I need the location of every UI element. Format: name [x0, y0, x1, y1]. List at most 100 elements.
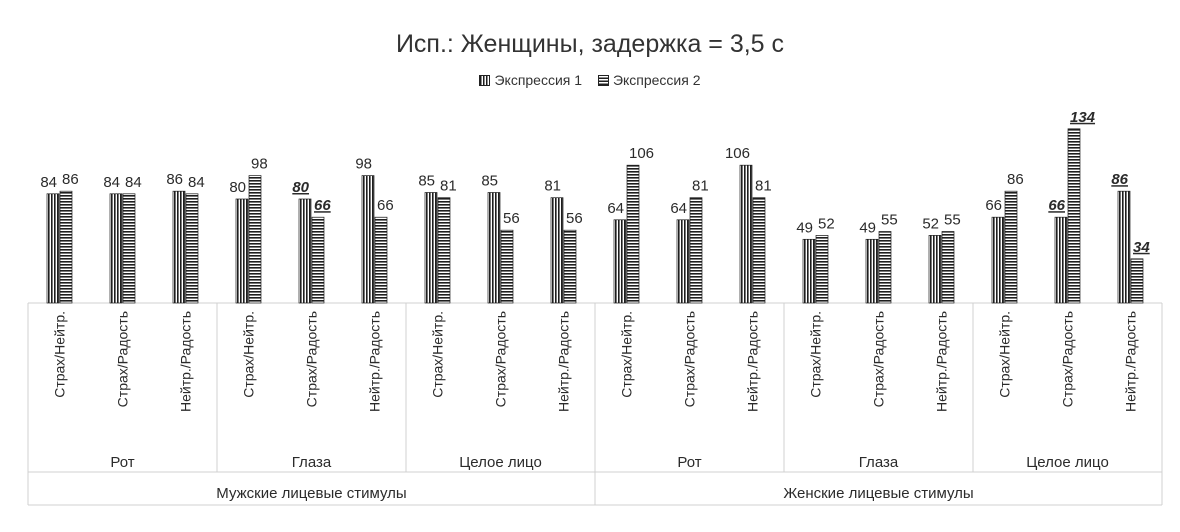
data-label: 81	[692, 178, 709, 195]
chart-title: Исп.: Женщины, задержка = 3,5 с	[395, 30, 785, 58]
data-label: 80	[229, 179, 246, 196]
bar-series-2	[752, 197, 766, 304]
bar-series-1	[613, 219, 627, 304]
bar-series-1	[865, 238, 879, 304]
category-label: Страх/Радость	[304, 311, 320, 407]
bar-series-1	[298, 198, 312, 304]
bar-series-1	[361, 175, 375, 304]
bar-series-2	[941, 231, 955, 304]
bar-series-2	[59, 190, 73, 304]
data-label: 85	[481, 173, 498, 190]
group-label: Рот	[677, 454, 701, 471]
data-label: 64	[607, 200, 624, 217]
bar-series-1	[550, 197, 564, 304]
data-label: 85	[418, 173, 435, 190]
data-label: 84	[103, 174, 120, 191]
bar-series-1	[928, 235, 942, 304]
data-label: 98	[251, 156, 268, 173]
data-label: 84	[40, 174, 57, 191]
category-label: Нейтр./Радость	[934, 311, 950, 412]
data-label: 49	[859, 219, 876, 236]
category-label: Страх/Нейтр.	[997, 311, 1013, 398]
data-label: 49	[796, 219, 813, 236]
data-label: 66	[1048, 197, 1065, 214]
bar-series-1	[1054, 216, 1068, 304]
horizontal-stripes-icon	[597, 75, 609, 86]
category-label: Страх/Нейтр.	[52, 311, 68, 398]
data-label: 86	[166, 171, 183, 188]
data-label: 134	[1070, 109, 1096, 126]
bar-series-2	[563, 229, 577, 304]
category-label: Нейтр./Радость	[178, 311, 194, 412]
data-label: 55	[944, 212, 961, 229]
supergroup-label: Мужские лицевые стимулы	[216, 485, 406, 502]
data-label: 84	[125, 174, 142, 191]
data-label: 84	[188, 174, 205, 191]
bar-series-1	[802, 238, 816, 304]
bar-series-1	[235, 198, 249, 304]
bar-series-2	[122, 193, 136, 304]
bar-series-2	[374, 216, 388, 304]
data-label: 56	[566, 210, 583, 227]
group-label: Глаза	[292, 454, 332, 471]
bar-series-2	[248, 175, 262, 304]
bar-series-2	[311, 216, 325, 304]
bar-series-2	[1004, 190, 1018, 304]
legend-label-series-1: Экспрессия 1	[494, 72, 583, 88]
category-label: Страх/Радость	[1060, 311, 1076, 407]
bar-series-1	[46, 193, 60, 304]
group-label: Целое лицо	[1026, 454, 1109, 471]
data-label: 55	[881, 212, 898, 229]
bar-series-2	[815, 235, 829, 304]
legend-item-series-1: Экспрессия 1	[479, 72, 582, 88]
vertical-stripes-icon	[479, 75, 491, 86]
category-label: Нейтр./Радость	[367, 311, 383, 412]
group-label: Целое лицо	[459, 454, 542, 471]
data-label: 98	[355, 156, 372, 173]
category-label: Страх/Нейтр.	[241, 311, 257, 398]
plot-area: 84 86 Страх/Нейтр. 84 84 Страх/Радость 86 84 Ней…	[27, 109, 1163, 506]
bar-series-2	[437, 197, 451, 304]
data-label: 106	[725, 145, 750, 162]
bar-series-2	[1130, 258, 1144, 304]
category-label: Страх/Радость	[871, 311, 887, 407]
bar-series-1	[739, 164, 753, 304]
data-label: 106	[629, 145, 654, 162]
category-label: Страх/Радость	[682, 311, 698, 407]
bar-series-1	[487, 192, 501, 304]
bar-series-2	[626, 164, 640, 304]
category-label: Страх/Радость	[493, 311, 509, 407]
bar-series-1	[676, 219, 690, 304]
data-label: 86	[1007, 171, 1024, 188]
bar-series-2	[500, 229, 514, 304]
bar-series-2	[689, 197, 703, 304]
legend-item-series-2: Экспрессия 2	[597, 72, 701, 88]
data-label: 86	[1111, 171, 1128, 188]
data-label: 34	[1133, 239, 1150, 256]
legend-label-series-2: Экспрессия 2	[612, 72, 701, 88]
bar-series-1	[991, 216, 1005, 304]
group-label: Рот	[110, 454, 134, 471]
category-label: Нейтр./Радость	[556, 311, 572, 412]
supergroup-label: Женские лицевые стимулы	[783, 485, 973, 502]
category-label: Страх/Радость	[115, 311, 131, 407]
data-label: 80	[292, 179, 309, 196]
category-label: Нейтр./Радость	[745, 311, 761, 412]
data-label: 81	[755, 178, 772, 195]
bar-series-1	[1117, 190, 1131, 304]
data-label: 81	[544, 178, 561, 195]
category-label: Страх/Нейтр.	[808, 311, 824, 398]
category-label: Страх/Нейтр.	[430, 311, 446, 398]
bar-series-1	[424, 192, 438, 304]
bar-series-2	[1067, 128, 1081, 304]
data-label: 86	[62, 171, 79, 188]
data-label: 64	[670, 200, 687, 217]
bar-series-1	[172, 190, 186, 304]
data-label: 52	[922, 215, 939, 232]
data-label: 66	[985, 197, 1002, 214]
bar-series-2	[185, 193, 199, 304]
data-label: 66	[377, 197, 394, 214]
data-label: 66	[314, 197, 331, 214]
category-label: Нейтр./Радость	[1123, 311, 1139, 412]
